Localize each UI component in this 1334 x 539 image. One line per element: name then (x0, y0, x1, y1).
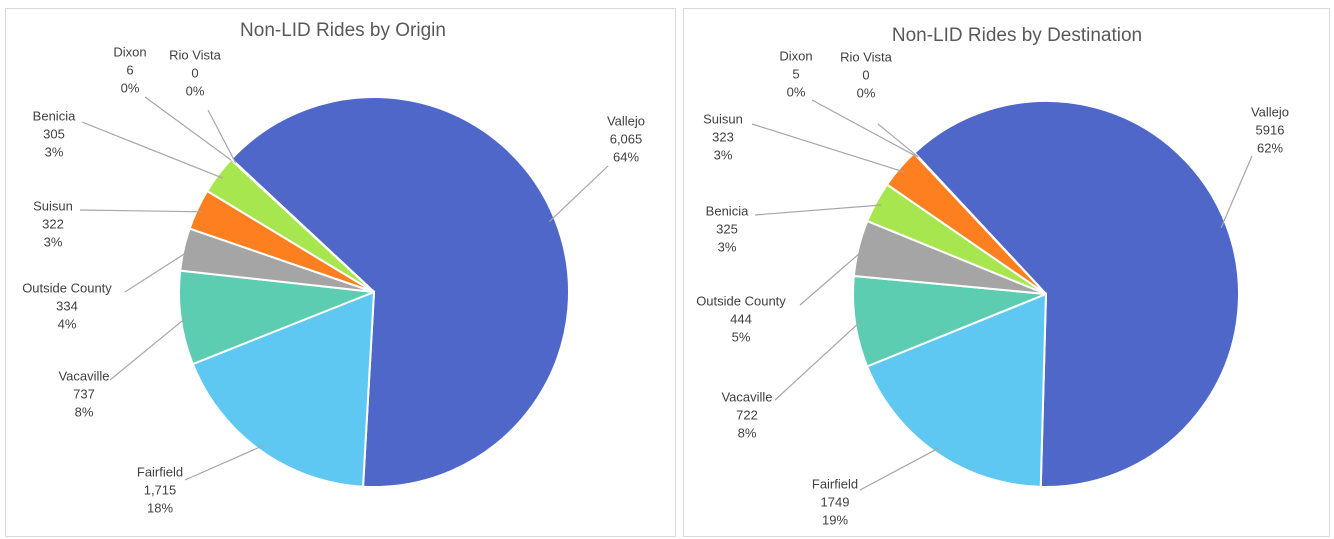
value-label: 5916 (1256, 122, 1285, 137)
leader-line (859, 447, 940, 491)
percent-label: 3% (718, 239, 737, 254)
leader-line (1220, 155, 1253, 229)
percent-label: 64% (613, 149, 639, 164)
value-label: 1749 (821, 494, 850, 509)
slice-label: Fairfield (812, 476, 858, 491)
percent-label: 3% (44, 234, 63, 249)
value-label: 0 (862, 67, 869, 82)
slice-label: Vacaville (721, 389, 772, 404)
leader-line (207, 109, 237, 164)
slice-label: Outside County (22, 280, 112, 295)
leader-line (79, 209, 203, 213)
slice-label: Dixon (779, 48, 812, 63)
percent-label: 4% (58, 316, 77, 331)
value-label: 737 (73, 386, 95, 401)
pie-slice (912, 100, 1240, 488)
leader-line (877, 123, 919, 158)
pie-slice (230, 158, 375, 293)
percent-label: 8% (738, 425, 757, 440)
slice-label: Benicia (33, 108, 76, 123)
percent-label: 19% (822, 512, 848, 527)
value-label: 322 (42, 216, 64, 231)
pie-slice (229, 96, 570, 488)
percent-label: 0% (186, 83, 205, 98)
percent-label: 62% (1257, 140, 1283, 155)
chart-title: Non-LID Rides by Origin (240, 20, 446, 41)
value-label: 5 (792, 66, 799, 81)
slice-label: Dixon (113, 44, 146, 59)
value-label: 0 (191, 65, 198, 80)
pie-slice (178, 269, 375, 366)
slice-label: Fairfield (137, 464, 183, 479)
leader-line (109, 316, 187, 381)
leader-line (184, 444, 264, 481)
slice-label: Suisun (33, 198, 73, 213)
percent-label: 8% (75, 404, 94, 419)
slice-label: Vallejo (607, 113, 645, 128)
percent-label: 5% (732, 329, 751, 344)
leader-line (549, 165, 609, 222)
slice-label: Vacaville (58, 368, 109, 383)
chart-title: Non-LID Rides by Destination (892, 25, 1142, 46)
leader-line (774, 320, 862, 401)
leader-line (124, 250, 190, 293)
leader-line (799, 248, 865, 306)
value-label: 6 (126, 62, 133, 77)
percent-label: 18% (147, 500, 173, 515)
value-label: 325 (716, 221, 738, 236)
percent-label: 3% (714, 147, 733, 162)
percent-label: 0% (787, 84, 806, 99)
leader-line (751, 123, 905, 173)
value-label: 1,715 (144, 482, 177, 497)
value-label: 334 (56, 298, 78, 313)
value-label: 305 (43, 126, 65, 141)
value-label: 444 (730, 311, 752, 326)
slice-label: Outside County (696, 293, 786, 308)
slice-label: Vallejo (1251, 104, 1289, 119)
slice-label: Rio Vista (169, 47, 222, 62)
percent-label: 3% (45, 144, 64, 159)
slice-label: Benicia (706, 203, 749, 218)
pie-slice (913, 152, 1047, 295)
value-label: 323 (712, 129, 734, 144)
pie-slice (865, 292, 1048, 488)
value-label: 722 (736, 407, 758, 422)
percent-label: 0% (121, 80, 140, 95)
percent-label: 0% (857, 85, 876, 100)
leader-line (144, 96, 236, 164)
value-label: 6,065 (610, 131, 643, 146)
slice-label: Suisun (703, 111, 743, 126)
leader-line (81, 121, 224, 179)
leader-line (754, 204, 882, 216)
slice-label: Rio Vista (840, 49, 893, 64)
pie-slice (191, 290, 376, 488)
leader-line (811, 99, 919, 158)
